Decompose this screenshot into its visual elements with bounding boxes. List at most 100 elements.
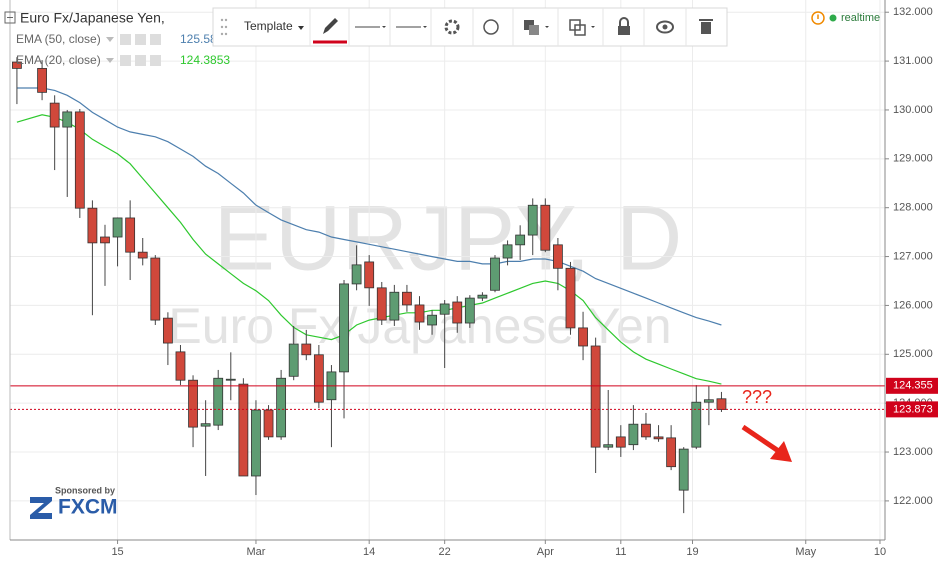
layer-icon	[529, 25, 539, 35]
candle	[37, 60, 47, 101]
warning-icon[interactable]	[811, 11, 825, 25]
collapse-box[interactable]	[4, 11, 16, 24]
candle	[225, 352, 236, 401]
annotation: ???	[742, 387, 772, 407]
group-icon	[574, 24, 586, 36]
candle-body	[200, 423, 211, 427]
dropdown-icon	[423, 26, 427, 28]
y-tick-label: 127.000	[893, 250, 933, 262]
candle-body	[653, 436, 664, 440]
candle	[552, 237, 563, 291]
candle	[716, 391, 727, 412]
candle	[326, 365, 337, 448]
candle-body	[552, 244, 563, 269]
toolbar-dividers	[309, 8, 687, 46]
candle	[703, 386, 714, 426]
legend-button[interactable]	[135, 34, 146, 45]
candle-body	[590, 345, 601, 448]
candle-body	[188, 379, 198, 428]
x-tick-label: 14	[363, 546, 375, 558]
legend-button[interactable]	[120, 34, 131, 45]
candle-body	[603, 444, 614, 448]
watermark-symbol: EURJPY, D	[214, 187, 683, 289]
candle	[540, 198, 551, 253]
candle	[527, 198, 538, 256]
candle-body	[666, 437, 677, 468]
pencil-button[interactable]	[323, 18, 338, 34]
candle-body	[238, 383, 249, 477]
alert-button[interactable]	[483, 19, 499, 35]
price-label-bg	[886, 401, 938, 418]
candle	[74, 108, 85, 218]
x-tick-label: Mar	[246, 546, 265, 558]
candle	[213, 369, 224, 431]
sponsor: Sponsored by FXCM	[30, 485, 118, 519]
dropdown-icon[interactable]	[106, 58, 114, 63]
candle	[490, 255, 500, 293]
candle-body	[490, 257, 500, 291]
y-tick-label: 128.000	[893, 202, 933, 214]
y-tick-label: 129.000	[893, 153, 933, 165]
candle-body	[351, 264, 362, 285]
candle	[100, 224, 110, 286]
settings-button[interactable]	[444, 19, 460, 35]
legend-button[interactable]	[120, 55, 131, 66]
candle-body	[125, 217, 136, 253]
candle-body	[251, 409, 261, 477]
ema-line	[16, 87, 722, 326]
candle	[603, 389, 614, 451]
candle	[414, 296, 425, 330]
eye-icon	[662, 24, 668, 30]
candle	[515, 225, 526, 260]
x-tick-label: 11	[615, 546, 626, 558]
candle	[49, 95, 60, 171]
legend-button[interactable]	[135, 55, 146, 66]
candle-body	[364, 261, 375, 289]
candle	[112, 217, 123, 267]
candle	[427, 310, 437, 335]
ema-line	[16, 114, 722, 385]
candle	[439, 300, 450, 368]
candle-body	[402, 291, 412, 306]
template-button[interactable]: Template	[244, 19, 293, 33]
dropdown-icon	[591, 26, 595, 28]
candle	[578, 311, 588, 361]
candle	[389, 284, 400, 326]
toolbar-bg	[212, 7, 728, 47]
candle-body	[716, 398, 727, 410]
lock-button[interactable]	[618, 26, 630, 35]
realtime-status: realtime	[811, 11, 880, 25]
candle-body	[615, 436, 626, 448]
visibility-button[interactable]	[656, 20, 674, 34]
price-label: 124.355	[893, 380, 933, 392]
y-tick-label: 132.000	[893, 6, 933, 18]
x-tick-label: Apr	[537, 546, 554, 558]
dropdown-icon[interactable]	[106, 37, 114, 42]
legend: Euro Fx/Japanese Yen, EMA (50, close) 12…	[4, 10, 230, 67]
candle-body	[276, 377, 287, 438]
candle-body	[641, 423, 651, 438]
candle	[452, 296, 463, 333]
x-tick-label: 19	[686, 546, 698, 558]
legend-button[interactable]	[150, 34, 161, 45]
y-tick-label: 130.000	[893, 104, 933, 116]
candle-body	[162, 317, 173, 344]
candle	[87, 200, 98, 316]
candle-body	[225, 378, 236, 381]
candle-body	[540, 204, 551, 251]
candle-body	[313, 354, 324, 403]
legend-button[interactable]	[150, 55, 161, 66]
candle-body	[628, 423, 639, 446]
candle	[251, 400, 261, 496]
candle	[678, 447, 689, 514]
candle	[464, 295, 475, 328]
candle	[376, 281, 387, 325]
toolbar: Template	[212, 7, 728, 47]
delete-button[interactable]	[701, 22, 711, 34]
candle	[150, 255, 161, 325]
price-label: 123.873	[893, 403, 933, 415]
candle-body	[263, 409, 274, 438]
candle-body	[112, 217, 123, 238]
